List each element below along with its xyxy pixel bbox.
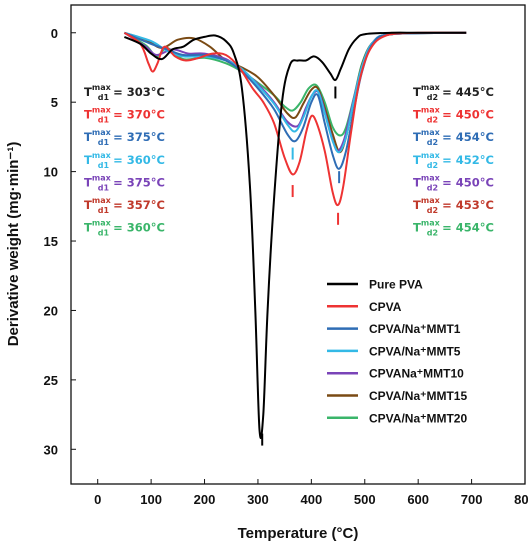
x-tick-label: 200 [194, 492, 216, 507]
peak-annotation-right-2: Tmax d2 = 454°C [413, 128, 494, 147]
peak-annotation-left-1: Tmax d1 = 370°C [84, 106, 165, 125]
legend: Pure PVA CPVA CPVA/Na⁺MMT1 CPVA/Na⁺MMT5 CPVA… [327, 278, 467, 425]
x-tick-label: 500 [354, 492, 376, 507]
series-line-1 [123, 31, 467, 207]
legend-label-4: CPVANa⁺MMT10 [369, 367, 464, 381]
y-tick-label: 10 [44, 165, 58, 180]
legend-label-0: Pure PVA [369, 278, 423, 292]
peak-markers [261, 86, 341, 446]
peak-annotation-right-6: Tmax d2 = 454°C [413, 219, 494, 238]
series-group [123, 31, 467, 439]
y-tick-label: 5 [51, 95, 58, 110]
axis-ticks: 0 100 200 300 400 500 600 700 800 0 5 10 15 20 25 30 [44, 26, 528, 507]
y-tick-label: 20 [44, 303, 58, 318]
y-tick-label: 15 [44, 234, 58, 249]
legend-label-6: CPVA/Na⁺MMT20 [369, 411, 467, 425]
series-line-3 [124, 31, 467, 154]
y-tick-label: 30 [44, 442, 58, 457]
y-tick-label: 0 [51, 26, 58, 41]
peak-annotation-right-5: Tmax d2 = 453°C [413, 196, 494, 215]
x-tick-label: 300 [247, 492, 269, 507]
peak-annotation-left-2: Tmax d1 = 375°C [84, 128, 165, 147]
series-line-0 [123, 31, 467, 439]
legend-label-3: CPVA/Na⁺MMT5 [369, 344, 461, 358]
x-tick-label: 0 [94, 492, 101, 507]
peak-annotation-left-5: Tmax d1 = 357°C [84, 196, 165, 215]
peak-annotation-left-0: Tmax d1 = 303°C [84, 83, 165, 102]
peak-annotation-left-3: Tmax d1 = 360°C [84, 151, 165, 170]
series-line-2 [124, 31, 467, 170]
annotations-left: Tmax d1 = 303°C Tmax d1 = 370°C Tmax d1 = 375°C T… [84, 83, 165, 238]
plot-frame [70, 4, 526, 485]
x-tick-label: 400 [301, 492, 323, 507]
annotations-right: Tmax d2 = 445°C Tmax d2 = 450°C Tmax d2 = 454°C T… [413, 83, 494, 238]
peak-annotation-right-3: Tmax d2 = 452°C [413, 151, 494, 170]
peak-annotation-right-0: Tmax d2 = 445°C [413, 83, 494, 102]
x-tick-label: 100 [140, 492, 162, 507]
peak-annotation-left-6: Tmax d1 = 360°C [84, 219, 165, 238]
legend-label-1: CPVA [369, 300, 402, 314]
y-axis-title: Derivative weight (mg·min⁻¹) [5, 142, 22, 347]
peak-annotation-left-4: Tmax d1 = 375°C [84, 173, 165, 192]
x-tick-label: 700 [461, 492, 483, 507]
y-tick-label: 25 [44, 373, 58, 388]
legend-label-5: CPVA/Na⁺MMT15 [369, 389, 467, 403]
x-tick-label: 800 [514, 492, 528, 507]
peak-annotation-right-4: Tmax d2 = 450°C [413, 173, 494, 192]
x-axis-title: Temperature (°C) [238, 525, 359, 542]
x-tick-label: 600 [407, 492, 429, 507]
legend-label-2: CPVA/Na⁺MMT1 [369, 322, 461, 336]
peak-annotation-right-1: Tmax d2 = 450°C [413, 106, 494, 125]
